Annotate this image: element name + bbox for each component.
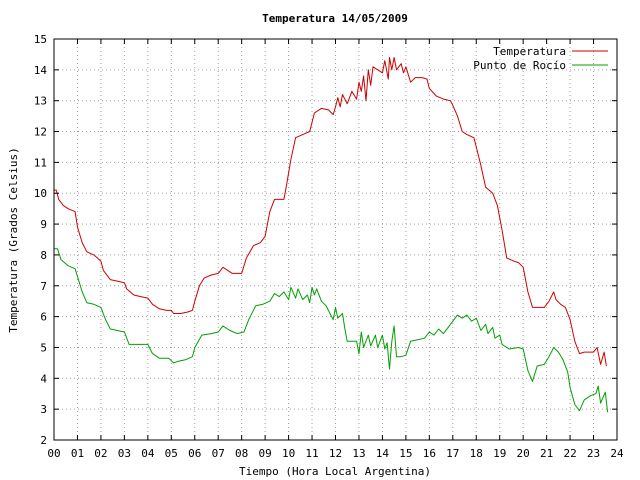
x-tick-label: 20 [517, 447, 530, 460]
y-tick-label: 11 [34, 156, 47, 169]
series-line-1 [54, 248, 609, 413]
series-line-0 [54, 57, 607, 367]
y-tick-label: 3 [40, 403, 47, 416]
y-tick-label: 10 [34, 187, 47, 200]
x-tick-label: 08 [235, 447, 248, 460]
axis-ticks [53, 38, 618, 441]
x-tick-label: 01 [71, 447, 84, 460]
y-tick-label: 2 [40, 434, 47, 447]
y-tick-labels: 2 3 4 5 6 7 8 9 10 11 12 13 14 15 [34, 33, 48, 447]
x-tick-label: 18 [470, 447, 483, 460]
chart-title: Temperatura 14/05/2009 [262, 12, 408, 25]
x-tick-label: 24 [610, 447, 624, 460]
y-tick-label: 15 [34, 33, 47, 46]
x-tick-label: 15 [399, 447, 412, 460]
x-tick-label: 16 [423, 447, 436, 460]
y-axis-label: Temperatura (Grados Celsius) [7, 147, 20, 332]
x-tick-label: 19 [493, 447, 506, 460]
y-tick-label: 6 [40, 311, 47, 324]
x-tick-label: 12 [329, 447, 342, 460]
x-tick-label: 09 [259, 447, 272, 460]
x-tick-label: 17 [446, 447, 459, 460]
y-tick-label: 4 [40, 372, 47, 385]
x-tick-label: 07 [212, 447, 225, 460]
x-tick-label: 06 [188, 447, 201, 460]
grid-lines [54, 39, 617, 440]
x-axis-label: Tiempo (Hora Local Argentina) [239, 465, 431, 478]
series-lines [54, 57, 609, 413]
y-tick-label: 13 [34, 95, 47, 108]
x-tick-label: 05 [165, 447, 178, 460]
y-tick-label: 9 [40, 218, 47, 231]
x-tick-label: 23 [587, 447, 600, 460]
x-tick-label: 13 [352, 447, 365, 460]
x-tick-label: 03 [118, 447, 131, 460]
x-tick-label: 22 [563, 447, 576, 460]
x-tick-label: 02 [94, 447, 107, 460]
x-tick-label: 14 [376, 447, 390, 460]
y-tick-label: 12 [34, 126, 47, 139]
y-tick-label: 5 [40, 341, 47, 354]
y-tick-label: 8 [40, 249, 47, 262]
legend-label-1: Punto de Rocío [473, 59, 566, 72]
legend-label-0: Temperatura [493, 45, 566, 58]
x-tick-label: 10 [282, 447, 295, 460]
x-tick-label: 00 [47, 447, 60, 460]
x-tick-label: 11 [305, 447, 318, 460]
x-tick-label: 21 [540, 447, 553, 460]
x-tick-labels: 00 01 02 03 04 05 06 07 08 09 10 11 12 13 14 15 16 17 18 19… [47, 447, 624, 460]
y-tick-label: 7 [40, 280, 47, 293]
x-tick-label: 04 [141, 447, 155, 460]
y-tick-label: 14 [34, 64, 48, 77]
